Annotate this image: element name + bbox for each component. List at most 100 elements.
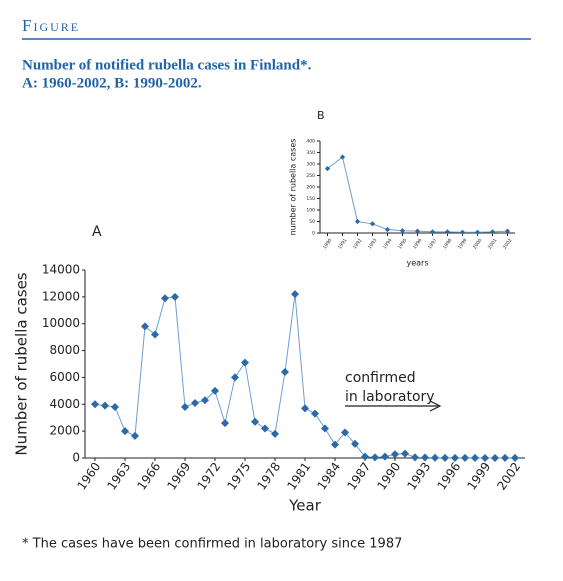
x-tick-label: 1969	[164, 460, 193, 493]
marker	[151, 330, 159, 339]
x-tick-label: 1994	[382, 237, 394, 250]
marker	[281, 368, 289, 377]
x-tick-label: 2001	[487, 237, 499, 250]
marker	[339, 154, 346, 160]
annotation: in laboratory	[345, 389, 435, 405]
marker	[211, 386, 219, 395]
y-tick-label: 350	[306, 150, 315, 156]
marker	[181, 402, 189, 411]
x-tick-label: 2002	[502, 237, 514, 250]
x-tick-label: 1981	[284, 460, 313, 493]
figure-label: Figure	[22, 16, 80, 35]
marker	[171, 292, 179, 301]
y-axis-label: number of rubella cases	[289, 139, 298, 236]
marker	[231, 373, 239, 382]
x-tick-label: 1996	[434, 460, 463, 493]
y-axis-label: Number of rubella cases	[13, 272, 31, 455]
marker	[91, 400, 99, 409]
marker	[451, 453, 459, 462]
x-tick-label: 1975	[224, 460, 253, 493]
x-axis-label: Year	[288, 497, 322, 515]
x-tick-label: 1993	[367, 237, 379, 250]
marker	[121, 427, 129, 436]
y-tick-label: 150	[306, 196, 315, 202]
y-tick-label: 0	[312, 231, 315, 237]
marker	[161, 294, 169, 303]
marker	[291, 290, 299, 299]
marker	[474, 229, 481, 235]
marker	[361, 452, 369, 461]
y-tick-label: 200	[306, 185, 315, 191]
x-tick-label: 1997	[427, 237, 439, 250]
x-tick-label: 2002	[494, 460, 523, 493]
y-tick-label: 8000	[49, 343, 80, 357]
x-tick-label: 1999	[464, 460, 493, 493]
figure-title: A: 1960-2002, B: 1990-2002.	[22, 75, 202, 91]
marker	[401, 449, 409, 458]
x-axis-label: years	[406, 259, 428, 268]
marker	[369, 221, 376, 227]
marker	[201, 396, 209, 405]
marker	[441, 453, 449, 462]
x-tick-label: 1987	[344, 460, 373, 493]
x-tick-label: 1992	[352, 237, 364, 250]
y-tick-label: 6000	[49, 370, 80, 384]
x-tick-label: 1990	[374, 460, 403, 493]
marker	[141, 322, 149, 331]
marker	[324, 166, 331, 172]
marker	[491, 453, 499, 462]
annotation-arrow-head	[429, 400, 442, 412]
marker	[371, 453, 379, 462]
line	[327, 156, 508, 233]
marker	[131, 431, 139, 440]
marker	[459, 229, 466, 235]
marker	[429, 229, 436, 235]
marker	[271, 429, 279, 438]
line	[94, 294, 516, 459]
x-tick-label: 1966	[134, 460, 163, 493]
x-tick-label: 1972	[194, 460, 223, 493]
marker	[421, 453, 429, 462]
x-tick-label: 1995	[397, 237, 409, 250]
y-tick-label: 50	[309, 219, 315, 225]
x-tick-label: 1991	[337, 237, 349, 250]
marker	[511, 453, 519, 462]
x-tick-label: 1990	[322, 237, 334, 250]
x-tick-label: 1960	[74, 460, 103, 493]
marker	[461, 453, 469, 462]
marker	[221, 419, 229, 428]
marker	[101, 401, 109, 410]
x-tick-label: 1984	[314, 460, 343, 493]
y-tick-label: 4000	[49, 397, 80, 411]
marker	[241, 358, 249, 367]
marker	[311, 409, 319, 418]
marker	[504, 228, 511, 234]
x-tick-label: 1999	[457, 237, 469, 250]
marker	[251, 417, 259, 426]
marker	[341, 428, 349, 437]
y-tick-label: 14000	[42, 263, 80, 277]
marker	[431, 453, 439, 462]
marker	[381, 452, 389, 461]
x-tick-label: 1978	[254, 460, 283, 493]
marker	[481, 453, 489, 462]
x-tick-label: 1993	[404, 460, 433, 493]
footnote: * The cases have been confirmed in labor…	[22, 537, 402, 552]
marker	[399, 228, 406, 234]
marker	[261, 424, 269, 433]
marker	[384, 226, 391, 233]
y-tick-label: 100	[306, 208, 315, 214]
marker	[391, 450, 399, 459]
marker	[444, 229, 451, 235]
marker	[301, 404, 309, 413]
x-tick-label: 1996	[412, 237, 424, 250]
y-tick-label: 400	[306, 139, 315, 145]
marker	[414, 228, 421, 234]
y-tick-label: 250	[306, 173, 315, 179]
marker	[321, 424, 329, 433]
figure-title: Number of notified rubella cases in Finl…	[22, 57, 312, 73]
marker	[471, 453, 479, 462]
marker	[191, 398, 199, 407]
marker	[351, 439, 359, 448]
